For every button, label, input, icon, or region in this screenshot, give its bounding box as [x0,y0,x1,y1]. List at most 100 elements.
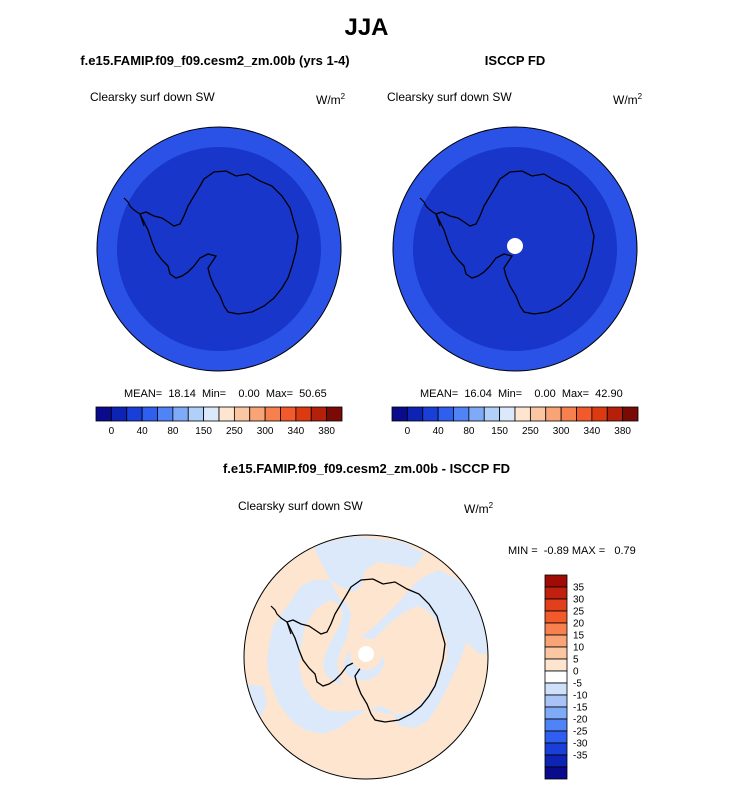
colorbar-tick-label: 15 [573,631,585,642]
colorbar-box [310,406,328,422]
colorbar-tick-label: -20 [573,715,588,726]
colorbar-tick-label: 380 [318,426,335,437]
colorbar-box [544,622,568,636]
colorbar-tick-label: 340 [288,426,305,437]
colorbar-tick-label: -15 [573,703,588,714]
colorbar-tick-label: 40 [433,426,445,437]
negative-anomaly-region [267,536,487,734]
colorbar-tick-label: -25 [573,727,588,738]
colorbar-box [187,406,205,422]
colorbar-box [544,682,568,696]
colorbar-box [544,706,568,720]
model-stats: MEAN= 18.14 Min= 0.00 Max= 50.65 [124,388,327,400]
model-variable-label: Clearsky surf down SW [90,90,215,104]
colorbar-box [606,406,624,422]
colorbar-box [499,406,516,422]
colorbar-box [157,406,174,422]
colorbar-box [218,406,235,422]
colorbar-tick-label: 300 [553,426,570,437]
map-inner-field [117,147,321,351]
colorbar-box [544,598,568,612]
main-title: JJA [344,14,389,41]
colorbar-tick-label: 150 [491,426,508,437]
colorbar-box [249,406,266,422]
model-panel-title: f.e15.FAMIP.f09_f09.cesm2_zm.00b (yrs 1-… [80,53,350,68]
map-border [243,534,489,780]
colorbar-box [126,406,143,422]
obs-units-label: W/m2 [613,92,643,107]
colorbar-tick-label: 250 [226,426,243,437]
colorbar-tick-label: -30 [573,739,588,750]
colorbar-box [591,406,608,422]
colorbar-tick-label: 150 [195,426,212,437]
colorbar-box [437,406,454,422]
antarctic-peninsula [270,605,292,635]
antarctic-peninsula [123,197,145,227]
colorbar-tick-label: 80 [463,426,475,437]
obs-colorbar: 0 40 80 150 250 300 340 380 [391,406,639,437]
colorbar-box [280,406,297,422]
colorbar-tick-label: 20 [573,619,585,630]
colorbar-tick-label: 300 [257,426,274,437]
colorbar-tick-label: 250 [522,426,539,437]
colorbar-tick-label: 80 [167,426,179,437]
colorbar-box [453,406,470,422]
colorbar-tick-label: 0 [109,426,115,437]
colorbar-box [544,610,568,624]
colorbar-tick-label: 0 [405,426,411,437]
diff-units-label: W/m2 [464,501,494,516]
colorbar-box [544,670,568,684]
colorbar-box [468,406,485,422]
colorbar-box [529,406,547,422]
colorbar-box [233,406,251,422]
colorbar-box [141,406,158,422]
colorbar-box [326,406,343,422]
missing-data-pole [507,238,523,254]
colorbar-box [95,406,112,422]
colorbar-box [544,730,568,744]
colorbar-tick-label: 25 [573,607,585,618]
diff-polar-map [243,534,489,780]
colorbar-box [110,406,128,422]
colorbar-box [544,634,568,648]
colorbar-box [544,574,568,588]
colorbar-box [544,586,568,600]
obs-stats: MEAN= 16.04 Min= 0.00 Max= 42.90 [420,388,623,400]
colorbar-tick-label: -5 [573,679,582,690]
colorbar-tick-label: 10 [573,643,585,654]
antarctica-coastline [435,170,595,315]
colorbar-tick-label: 380 [614,426,631,437]
colorbar-box [622,406,639,422]
colorbar-box [544,718,568,732]
diff-variable-label: Clearsky surf down SW [238,499,363,513]
colorbar-tick-label: -35 [573,751,588,762]
colorbar-box [544,754,568,768]
colorbar-box [544,742,568,756]
colorbar-box [203,406,220,422]
antarctic-peninsula [419,197,441,227]
colorbar-box [560,406,577,422]
colorbar-box [514,406,531,422]
colorbar-tick-label: 0 [573,667,579,678]
colorbar-tick-label: 340 [584,426,601,437]
model-polar-map [96,126,342,372]
colorbar-tick-label: 5 [573,655,579,666]
obs-polar-map [392,126,638,372]
colorbar-tick-label: 30 [573,595,585,606]
colorbar-box [544,646,568,660]
colorbar-box [264,406,281,422]
colorbar-box [406,406,424,422]
diff-stats: MIN = -0.89 MAX = 0.79 [508,545,636,557]
diff-panel-title: f.e15.FAMIP.f09_f09.cesm2_zm.00b - ISCCP… [222,461,511,476]
colorbar-tick-label: 35 [573,583,585,594]
model-units-label: W/m2 [316,92,346,107]
colorbar-box [422,406,439,422]
antarctica-coastline [139,170,299,315]
model-colorbar: 0 40 80 150 250 300 340 380 [95,406,343,437]
obs-variable-label: Clearsky surf down SW [387,90,512,104]
colorbar-box [544,658,568,672]
colorbar-box [545,406,562,422]
colorbar-box [544,694,568,708]
colorbar-tick-label: -10 [573,691,588,702]
